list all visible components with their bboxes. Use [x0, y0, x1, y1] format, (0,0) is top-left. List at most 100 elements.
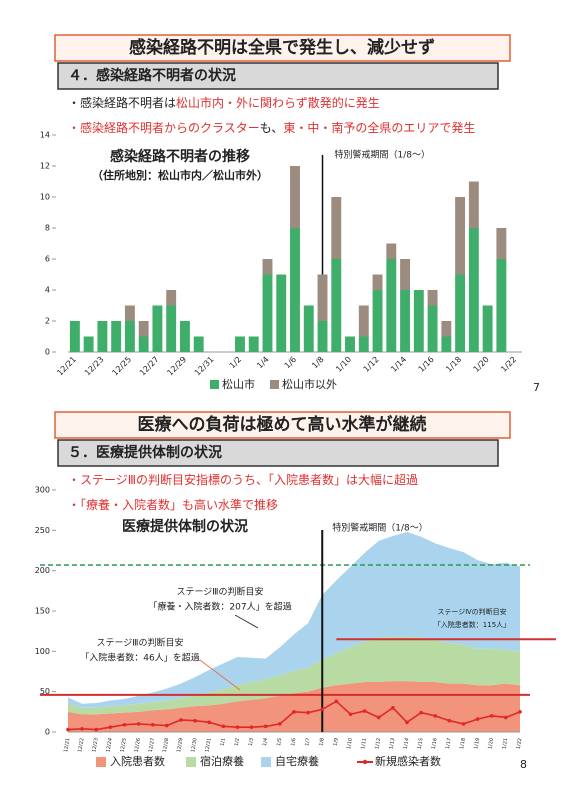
- bullet: ・「療養・入院者数」も高い水準で推移: [68, 497, 278, 512]
- annotation: 特別警戒期間（1/8～）: [335, 149, 431, 161]
- x-tick-label: 1/13: [388, 738, 396, 750]
- bar: [358, 336, 369, 352]
- annotation-text: 「入院患者数：115人」: [434, 620, 510, 629]
- bar: [400, 290, 411, 352]
- bar: [262, 259, 273, 275]
- x-tick-label: 1/19: [473, 738, 481, 750]
- legend-label: 宿泊療養: [200, 754, 244, 768]
- x-tick-label: 12/26: [134, 738, 142, 753]
- bar: [290, 166, 300, 228]
- chart-title: 医療提供体制の状況: [122, 518, 248, 535]
- bar: [372, 290, 383, 352]
- point: [504, 715, 508, 720]
- point: [108, 725, 113, 729]
- point: [207, 720, 212, 725]
- bar: [303, 305, 314, 352]
- bullet-segment: ・感染経路不明者からのクラスター: [68, 120, 260, 135]
- bar: [317, 321, 328, 352]
- x-tick-label: 1/12: [374, 738, 382, 750]
- bar: [427, 305, 438, 352]
- point: [165, 723, 169, 728]
- x-tick-label: 1/3: [248, 738, 255, 747]
- x-tick-label: 1/4: [262, 738, 269, 747]
- bar: [455, 274, 466, 352]
- bar: [166, 290, 177, 306]
- bar: [69, 321, 80, 352]
- x-tick-label: 1/17: [445, 738, 453, 750]
- x-tick-label: 1/2: [234, 738, 241, 747]
- bar: [427, 290, 438, 306]
- x-tick-label: 12/28: [162, 738, 170, 753]
- x-tick-label: 1/9: [333, 738, 340, 747]
- point: [292, 710, 296, 714]
- legend-point: [362, 759, 368, 765]
- legend-label: 新規感染者数: [375, 754, 441, 768]
- point: [447, 718, 452, 723]
- bar: [138, 336, 149, 352]
- y-tick-label: 12: [40, 162, 50, 171]
- bar: [400, 259, 411, 290]
- y-tick-label: 200: [35, 566, 50, 575]
- y-tick-label: 150: [35, 607, 50, 616]
- legend-label: 松山市: [222, 377, 255, 391]
- legend-swatch: [210, 380, 219, 389]
- point: [278, 722, 282, 726]
- bar: [276, 274, 287, 352]
- bar: [317, 274, 328, 321]
- heading: ４．感染経路不明者の状況: [68, 67, 236, 84]
- x-tick-label: 12/23: [91, 738, 99, 753]
- y-tick-label: 6: [45, 255, 50, 264]
- bar: [441, 336, 452, 352]
- annotation-text: ステージⅣの判断目安: [437, 607, 506, 616]
- legend-label: 松山市以外: [282, 377, 337, 391]
- x-tick-label: 12/30: [190, 738, 198, 753]
- y-tick-label: 2: [45, 317, 50, 326]
- chart-title: 感染経路不明者の推移: [110, 148, 250, 165]
- bar: [248, 336, 259, 352]
- heading: ５．医療提供体制の状況: [68, 444, 222, 461]
- x-tick-label: 1/18: [459, 738, 467, 750]
- legend-swatch: [186, 757, 196, 767]
- annotation-text: ステージⅢの判断目安: [176, 586, 263, 598]
- y-tick-label: 4: [45, 286, 50, 295]
- bar: [496, 228, 507, 259]
- banner-box: [54, 411, 511, 439]
- page-number: 7: [533, 381, 540, 394]
- page-number: 8: [520, 758, 527, 771]
- bar: [138, 321, 149, 337]
- point: [391, 706, 395, 710]
- annotation-text: 「入院患者数：46人」を超過: [80, 652, 199, 664]
- banner: 感染経路不明は全県で発生し、減少せず: [129, 37, 435, 58]
- point: [518, 710, 522, 714]
- bar: [331, 197, 342, 259]
- bar: [124, 305, 135, 321]
- bar: [345, 336, 355, 352]
- bar: [482, 305, 493, 352]
- x-tick-label: 1/7: [304, 738, 311, 747]
- bar: [331, 259, 342, 352]
- bullet-segment: ・感染経路不明者は: [68, 95, 176, 110]
- x-tick-label: 1/1: [220, 738, 227, 747]
- bar: [262, 274, 273, 352]
- y-tick-label: 50: [40, 687, 50, 696]
- x-tick-label: 1/16: [431, 738, 439, 750]
- bullet-segment: も、: [260, 121, 284, 135]
- x-tick-label: 1/20: [487, 738, 495, 750]
- y-tick-label: 300: [35, 486, 50, 495]
- point: [249, 725, 254, 729]
- banner: 医療への負荷は極めて高い水準が継続: [138, 414, 427, 435]
- legend-swatch: [96, 757, 106, 767]
- x-tick-label: 1/22: [516, 738, 524, 750]
- x-tick-label: 1/10: [346, 738, 354, 750]
- bar: [97, 321, 108, 352]
- bar: [413, 290, 424, 352]
- bar: [166, 305, 177, 352]
- point: [263, 724, 268, 729]
- chart-subtitle: （住所地別：松山市内／松山市外）: [92, 168, 268, 182]
- bullet-segment: ・ステージⅢの判断目安指標のうち、「入院患者数」は大幅に超過: [68, 472, 418, 487]
- bar: [455, 197, 466, 275]
- y-tick-label: 0: [45, 728, 50, 737]
- bar: [386, 243, 397, 259]
- bar: [124, 321, 135, 352]
